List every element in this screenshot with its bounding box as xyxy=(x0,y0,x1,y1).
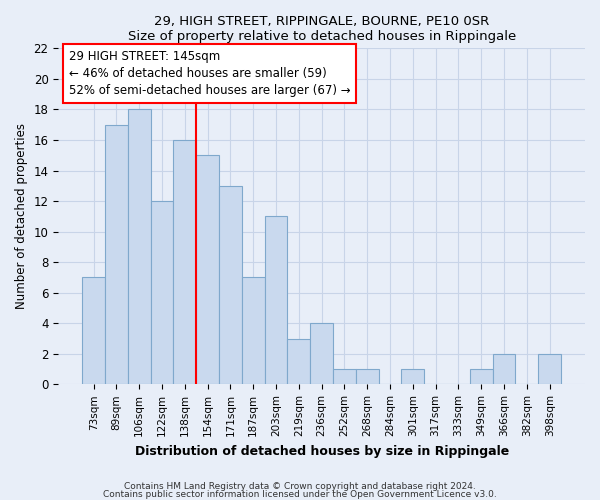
Bar xyxy=(82,278,105,384)
Bar xyxy=(538,354,561,384)
Bar xyxy=(401,369,424,384)
Text: Contains HM Land Registry data © Crown copyright and database right 2024.: Contains HM Land Registry data © Crown c… xyxy=(124,482,476,491)
Bar xyxy=(196,155,219,384)
Bar xyxy=(356,369,379,384)
Bar xyxy=(242,278,265,384)
Bar xyxy=(265,216,287,384)
Y-axis label: Number of detached properties: Number of detached properties xyxy=(15,124,28,310)
Bar xyxy=(128,110,151,384)
Bar xyxy=(287,338,310,384)
Bar xyxy=(470,369,493,384)
Text: Contains public sector information licensed under the Open Government Licence v3: Contains public sector information licen… xyxy=(103,490,497,499)
Bar xyxy=(151,201,173,384)
Bar xyxy=(219,186,242,384)
Bar xyxy=(493,354,515,384)
Bar xyxy=(105,124,128,384)
Bar xyxy=(333,369,356,384)
Bar xyxy=(173,140,196,384)
Bar xyxy=(310,323,333,384)
X-axis label: Distribution of detached houses by size in Rippingale: Distribution of detached houses by size … xyxy=(134,444,509,458)
Text: 29 HIGH STREET: 145sqm
← 46% of detached houses are smaller (59)
52% of semi-det: 29 HIGH STREET: 145sqm ← 46% of detached… xyxy=(69,50,350,97)
Title: 29, HIGH STREET, RIPPINGALE, BOURNE, PE10 0SR
Size of property relative to detac: 29, HIGH STREET, RIPPINGALE, BOURNE, PE1… xyxy=(128,15,516,43)
